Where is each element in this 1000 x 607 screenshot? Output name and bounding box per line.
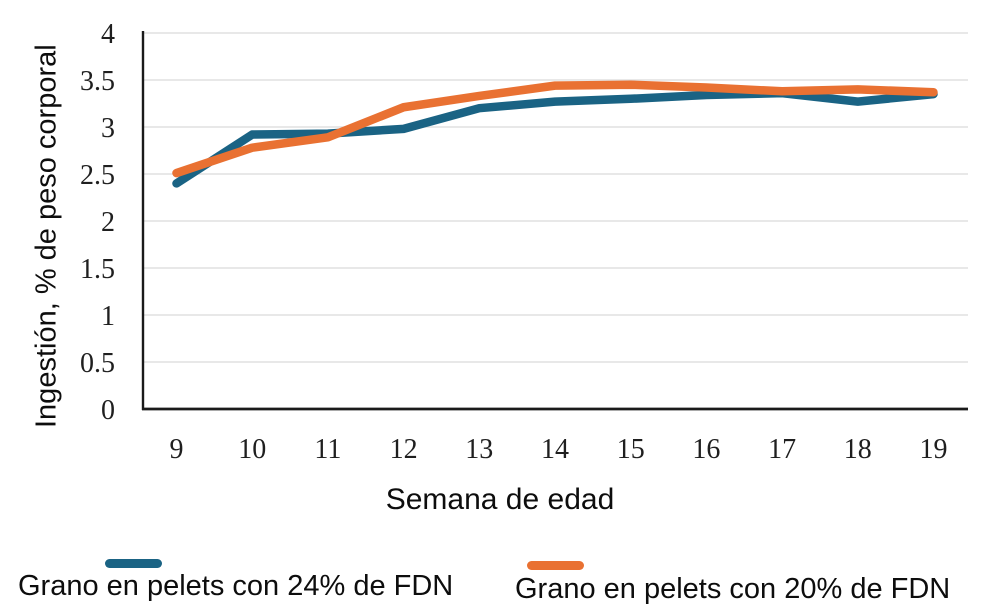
series-line-24-fdn (172, 88, 938, 188)
x-tick-label: 12 (390, 434, 418, 465)
legend-swatch-24-fdn (105, 559, 162, 568)
y-tick-label: 0 (101, 395, 115, 426)
x-axis-title: Semana de edad (385, 483, 615, 516)
legend-label-20-fdn: Grano en pelets con 20% de FDN (515, 573, 951, 605)
x-tick-label: 13 (465, 434, 493, 465)
y-tick-label: 1.5 (80, 254, 115, 285)
legend-label-24-fdn: Grano en pelets con 24% de FDN (18, 570, 454, 602)
y-tick-label: 3 (101, 113, 115, 144)
y-tick-label: 4 (101, 19, 115, 50)
series-line-20-fdn (172, 80, 938, 178)
plot-area: 0 0.5 1 1.5 2 2.5 3 3.5 4 9 10 11 12 13 14 15 16 17 18 19 (80, 19, 968, 465)
x-tick-label: 16 (692, 434, 720, 465)
y-tick-label: 2 (101, 207, 115, 238)
x-tick-label: 18 (844, 434, 872, 465)
x-tick-label: 11 (314, 434, 341, 465)
legend-swatch-20-fdn (527, 561, 584, 570)
y-tick-label: 1 (101, 301, 115, 332)
y-tick-label: 0.5 (80, 348, 115, 379)
x-tick-label: 14 (541, 434, 569, 465)
y-tick-label: 3.5 (80, 66, 115, 97)
x-tick-label: 9 (170, 434, 184, 465)
x-tick-label: 15 (617, 434, 645, 465)
x-tick-label: 10 (238, 434, 266, 465)
x-tick-label: 17 (768, 434, 796, 465)
y-tick-label: 2.5 (80, 160, 115, 191)
x-tick-label: 19 (920, 434, 948, 465)
y-axis-title: Ingestión, % de peso corporal (30, 44, 63, 428)
